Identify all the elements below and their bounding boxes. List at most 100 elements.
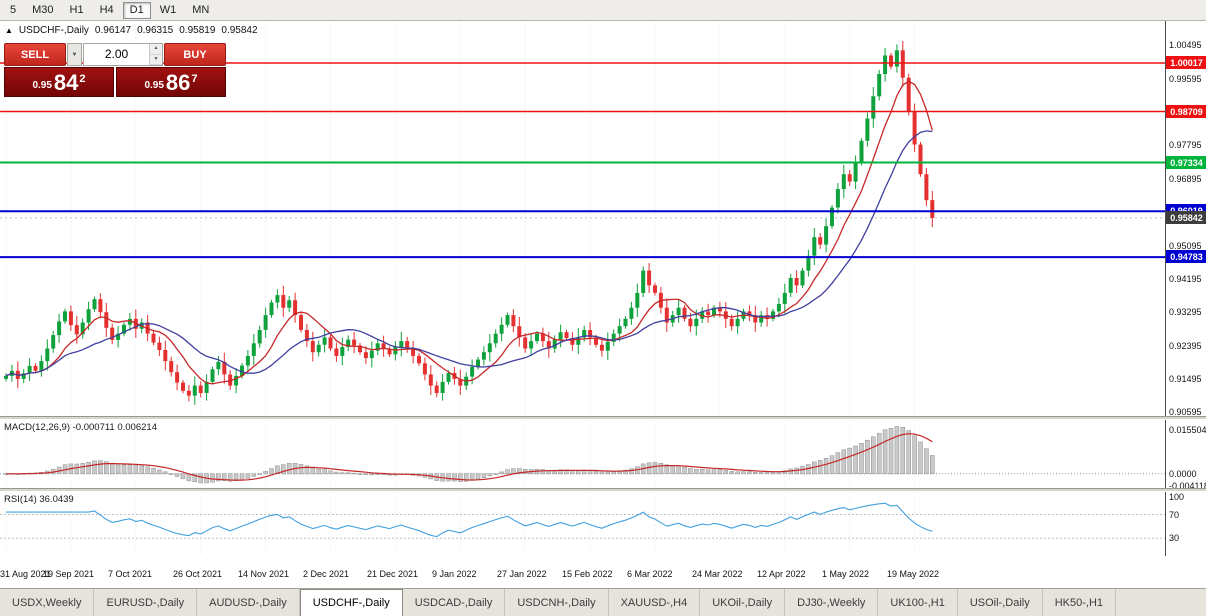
macd-histogram-bar	[222, 473, 227, 481]
chart-tab-xauusd[interactable]: XAUUSD-,H4	[609, 589, 701, 616]
macd-histogram-bar	[782, 470, 788, 475]
macd-panel[interactable]: MACD(12,26,9) -0.000711 0.006214	[0, 420, 1165, 488]
candle	[299, 315, 303, 330]
chart-tab-uk100[interactable]: UK100-,H1	[878, 589, 958, 616]
level-price-label: 0.97334	[1166, 156, 1206, 169]
macd-histogram-bar	[139, 465, 144, 475]
candle	[369, 350, 374, 359]
chart-tab-audusd[interactable]: AUDUSD-,Daily	[197, 589, 300, 616]
candle	[688, 318, 693, 327]
candle	[375, 343, 380, 351]
candle	[894, 50, 899, 67]
timeframe-button-5[interactable]: 5	[3, 2, 23, 19]
volume-value: 2.00	[104, 47, 129, 61]
macd-histogram-bar	[168, 473, 174, 475]
candle	[623, 318, 628, 327]
volume-input[interactable]: 2.00 ▲ ▼	[83, 43, 163, 66]
volume-increase-button[interactable]: ▲	[150, 44, 162, 55]
chart-tab-usdcnh[interactable]: USDCNH-,Daily	[505, 589, 609, 616]
rsi-line	[6, 502, 933, 538]
candle	[800, 270, 805, 286]
macd-histogram-bar	[676, 465, 681, 475]
rsi-chart-svg[interactable]	[0, 492, 1165, 556]
candle	[340, 347, 345, 356]
candle	[240, 365, 244, 376]
candle	[546, 341, 551, 349]
panel-divider[interactable]	[0, 416, 1206, 420]
timeframe-button-mn[interactable]: MN	[185, 2, 216, 19]
macd-axis-label: 0.015504	[1169, 425, 1206, 435]
macd-histogram-bar	[599, 471, 605, 475]
timeframe-toolbar: 5 M30 H1 H4 D1 W1 MN	[0, 0, 1206, 21]
macd-histogram-bar	[841, 449, 847, 475]
one-click-toggle-icon[interactable]: ▲	[5, 26, 13, 35]
timeframe-button-h4[interactable]: H4	[93, 2, 121, 19]
chart-tab-usdx[interactable]: USDX,Weekly	[0, 589, 95, 616]
candle	[635, 292, 640, 308]
macd-histogram-bar	[328, 470, 333, 475]
chart-tab-dj30[interactable]: DJ30-,Weekly	[785, 589, 879, 616]
candle	[346, 339, 351, 347]
macd-histogram-bar	[351, 472, 357, 475]
ask-price[interactable]: 0.95 86 7	[116, 67, 226, 97]
candle	[86, 309, 91, 323]
chart-tab-usdchf[interactable]: USDCHF-,Daily	[299, 589, 403, 616]
macd-histogram-bar	[593, 470, 599, 475]
timeframe-button-m30[interactable]: M30	[25, 2, 60, 19]
bid-price[interactable]: 0.95 84 2	[4, 67, 114, 97]
candle	[363, 352, 368, 359]
rsi-panel[interactable]: RSI(14) 36.0439	[0, 492, 1165, 556]
candle	[889, 55, 893, 67]
chart-tab-usoil[interactable]: USOil-,Daily	[958, 589, 1043, 616]
candle	[535, 333, 539, 342]
macd-histogram-bar	[233, 473, 239, 482]
macd-histogram-bar	[517, 468, 522, 475]
candle	[753, 315, 758, 323]
macd-histogram-bar	[104, 461, 109, 475]
macd-histogram-bar	[322, 469, 327, 475]
candle	[216, 361, 221, 370]
macd-axis-label: -0.004118	[1169, 481, 1206, 491]
macd-histogram-bar	[86, 461, 91, 475]
macd-histogram-bar	[711, 469, 717, 475]
candle	[399, 341, 404, 347]
volume-decrease-button[interactable]: ▼	[150, 54, 162, 65]
candle	[263, 315, 268, 330]
candle	[611, 333, 616, 342]
ask-big-digits: 86	[165, 70, 191, 96]
date-axis-label: 19 Sep 2021	[43, 569, 95, 579]
candle	[706, 311, 711, 316]
macd-histogram-bar	[286, 463, 292, 475]
bid-pip-digit: 2	[79, 73, 86, 85]
price-tick-label: 0.94195	[1169, 274, 1202, 284]
timeframe-button-d1[interactable]: D1	[122, 1, 151, 19]
candle	[647, 270, 652, 286]
chart-tab-ukoil[interactable]: UKOil-,Daily	[700, 589, 786, 616]
timeframe-button-w1[interactable]: W1	[153, 2, 184, 19]
chart-tab-eurusd[interactable]: EURUSD-,Daily	[94, 589, 198, 616]
candle	[316, 344, 321, 353]
candle	[782, 292, 787, 304]
chart-tab-usdcad[interactable]: USDCAD-,Daily	[403, 589, 506, 616]
macd-histogram-bar	[723, 470, 729, 475]
price-axis[interactable]: 1.004950.995950.986950.977950.968950.959…	[1165, 21, 1206, 556]
candle	[387, 349, 392, 355]
macd-histogram-bar	[758, 472, 764, 475]
chart-symbol-label: USDCHF-,Daily	[18, 25, 89, 36]
macd-histogram-bar	[251, 473, 257, 477]
macd-chart-svg[interactable]	[0, 420, 1165, 488]
buy-button[interactable]: BUY	[164, 43, 226, 66]
volume-dropdown-button[interactable]: ▼	[67, 43, 82, 66]
sell-button[interactable]: SELL	[4, 43, 66, 66]
date-axis-label: 21 Dec 2021	[367, 569, 419, 579]
chart-tab-hk50[interactable]: HK50-,H1	[1043, 589, 1117, 616]
macd-histogram-bar	[375, 473, 380, 475]
macd-histogram-bar	[115, 464, 121, 475]
candle	[717, 307, 722, 312]
timeframe-button-h1[interactable]: H1	[63, 2, 91, 19]
panel-divider[interactable]	[0, 488, 1206, 492]
macd-histogram-bar	[741, 471, 746, 475]
macd-histogram-bar	[92, 460, 97, 475]
main-chart[interactable]: ▲ USDCHF-,Daily 0.96147 0.96315 0.95819 …	[0, 21, 1165, 416]
candle	[564, 332, 569, 339]
